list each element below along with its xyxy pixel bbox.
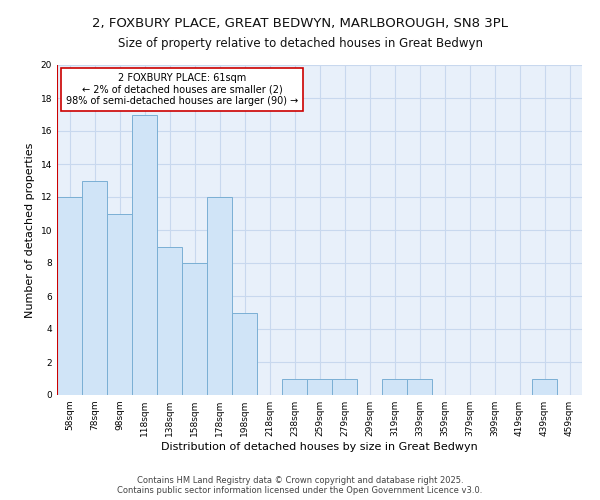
Bar	[532, 378, 557, 395]
Bar	[407, 378, 432, 395]
Bar	[182, 263, 207, 395]
Bar	[157, 246, 182, 395]
Bar	[132, 114, 157, 395]
Text: 2, FOXBURY PLACE, GREAT BEDWYN, MARLBOROUGH, SN8 3PL: 2, FOXBURY PLACE, GREAT BEDWYN, MARLBORO…	[92, 18, 508, 30]
Bar	[107, 214, 132, 395]
Text: Contains HM Land Registry data © Crown copyright and database right 2025.
Contai: Contains HM Land Registry data © Crown c…	[118, 476, 482, 495]
Bar	[307, 378, 332, 395]
Bar	[282, 378, 307, 395]
Bar	[207, 197, 232, 395]
Bar	[382, 378, 407, 395]
Bar	[82, 180, 107, 395]
Y-axis label: Number of detached properties: Number of detached properties	[25, 142, 35, 318]
Bar	[57, 197, 82, 395]
Bar	[332, 378, 357, 395]
Text: Size of property relative to detached houses in Great Bedwyn: Size of property relative to detached ho…	[118, 38, 482, 51]
X-axis label: Distribution of detached houses by size in Great Bedwyn: Distribution of detached houses by size …	[161, 442, 478, 452]
Bar	[232, 312, 257, 395]
Text: 2 FOXBURY PLACE: 61sqm
← 2% of detached houses are smaller (2)
98% of semi-detac: 2 FOXBURY PLACE: 61sqm ← 2% of detached …	[66, 73, 298, 106]
